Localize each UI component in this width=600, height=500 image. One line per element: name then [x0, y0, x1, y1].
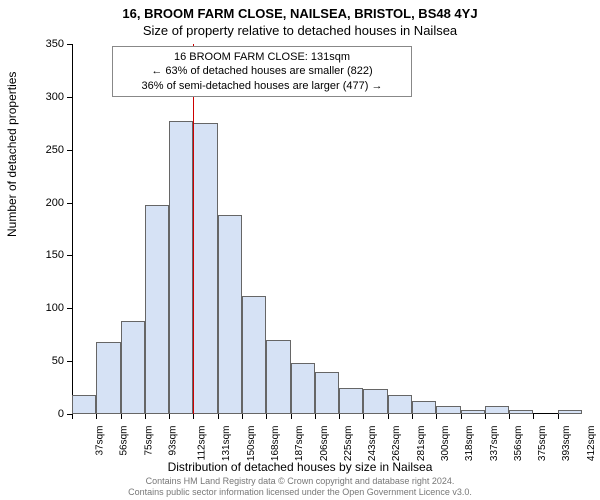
xtick-label: 262sqm — [392, 426, 403, 462]
xtick-mark — [461, 414, 462, 419]
xtick-label: 75sqm — [143, 426, 154, 456]
reference-line — [193, 44, 194, 414]
histogram-bar — [461, 410, 485, 414]
xtick-mark — [509, 414, 510, 419]
footer-line: Contains HM Land Registry data © Crown c… — [0, 476, 600, 487]
ytick-label: 50 — [24, 355, 64, 367]
plot-area — [72, 44, 582, 414]
histogram-bar — [509, 410, 533, 414]
xtick-mark — [96, 414, 97, 419]
ytick-label: 0 — [24, 408, 64, 420]
xtick-label: 93sqm — [167, 426, 178, 456]
histogram-bar — [169, 121, 193, 414]
chart-container: 16, BROOM FARM CLOSE, NAILSEA, BRISTOL, … — [0, 0, 600, 500]
ytick-mark — [67, 361, 72, 362]
xtick-mark — [363, 414, 364, 419]
xtick-label: 206sqm — [319, 426, 330, 462]
histogram-bar — [339, 388, 363, 414]
y-axis-label: Number of detached properties — [5, 72, 19, 237]
ytick-label: 200 — [24, 197, 64, 209]
xtick-label: 318sqm — [464, 426, 475, 462]
annotation-box: 16 BROOM FARM CLOSE: 131sqm ← 63% of det… — [112, 46, 412, 97]
histogram-bar — [121, 321, 145, 414]
footer-attribution: Contains HM Land Registry data © Crown c… — [0, 476, 600, 498]
histogram-bar — [242, 296, 266, 414]
histogram-bar — [485, 406, 509, 414]
xtick-mark — [218, 414, 219, 419]
histogram-bar — [315, 372, 339, 414]
xtick-label: 37sqm — [95, 426, 106, 456]
xtick-label: 225sqm — [343, 426, 354, 462]
xtick-mark — [436, 414, 437, 419]
annotation-line: 16 BROOM FARM CLOSE: 131sqm — [119, 50, 405, 64]
histogram-bar — [96, 342, 120, 414]
ytick-mark — [67, 97, 72, 98]
xtick-mark — [145, 414, 146, 419]
histogram-bar — [388, 395, 412, 414]
page-title: 16, BROOM FARM CLOSE, NAILSEA, BRISTOL, … — [0, 0, 600, 21]
xtick-label: 337sqm — [489, 426, 500, 462]
ytick-mark — [67, 203, 72, 204]
xtick-mark — [121, 414, 122, 419]
histogram-bar — [558, 410, 582, 414]
xtick-mark — [558, 414, 559, 419]
xtick-mark — [193, 414, 194, 419]
xtick-label: 56sqm — [119, 426, 130, 456]
histogram-bar — [363, 389, 387, 414]
xtick-mark — [412, 414, 413, 419]
ytick-label: 250 — [24, 144, 64, 156]
ytick-label: 350 — [24, 38, 64, 50]
annotation-line: ← 63% of detached houses are smaller (82… — [119, 64, 405, 78]
xtick-label: 243sqm — [367, 426, 378, 462]
xtick-mark — [533, 414, 534, 419]
xtick-mark — [242, 414, 243, 419]
xtick-label: 168sqm — [270, 426, 281, 462]
footer-line: Contains public sector information licen… — [0, 487, 600, 498]
histogram-bar — [193, 123, 217, 414]
xtick-mark — [485, 414, 486, 419]
histogram-bar — [145, 205, 169, 414]
x-axis-label: Distribution of detached houses by size … — [0, 460, 600, 474]
ytick-label: 100 — [24, 302, 64, 314]
xtick-mark — [266, 414, 267, 419]
xtick-mark — [388, 414, 389, 419]
xtick-label: 412sqm — [586, 426, 597, 462]
xtick-label: 150sqm — [246, 426, 257, 462]
histogram-bar — [412, 401, 436, 414]
histogram-bar — [291, 363, 315, 414]
xtick-label: 281sqm — [416, 426, 427, 462]
xtick-mark — [169, 414, 170, 419]
ytick-mark — [67, 150, 72, 151]
ytick-mark — [67, 308, 72, 309]
histogram-bar — [72, 395, 96, 414]
annotation-line: 36% of semi-detached houses are larger (… — [119, 79, 405, 93]
ytick-label: 150 — [24, 249, 64, 261]
ytick-label: 300 — [24, 91, 64, 103]
xtick-label: 131sqm — [222, 426, 233, 462]
chart-subtitle: Size of property relative to detached ho… — [0, 21, 600, 38]
xtick-label: 187sqm — [294, 426, 305, 462]
xtick-mark — [339, 414, 340, 419]
ytick-mark — [67, 44, 72, 45]
xtick-label: 375sqm — [537, 426, 548, 462]
histogram-bar — [218, 215, 242, 414]
ytick-mark — [67, 255, 72, 256]
xtick-label: 300sqm — [440, 426, 451, 462]
histogram-bar — [266, 340, 290, 414]
xtick-mark — [291, 414, 292, 419]
xtick-mark — [72, 414, 73, 419]
xtick-mark — [315, 414, 316, 419]
xtick-label: 393sqm — [562, 426, 573, 462]
histogram-bar — [436, 406, 460, 414]
xtick-label: 112sqm — [196, 426, 207, 461]
xtick-label: 356sqm — [513, 426, 524, 462]
